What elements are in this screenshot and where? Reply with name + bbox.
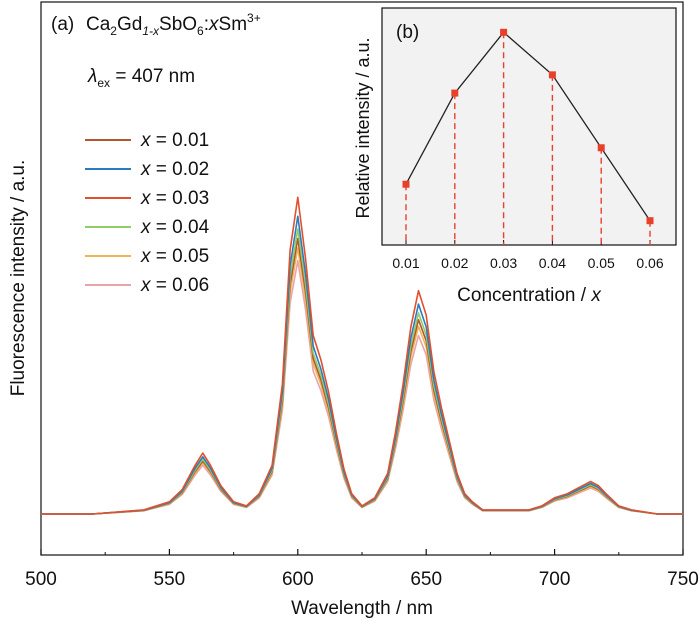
main-y-axis-label: Fluorescence intensity / a.u. (8, 160, 29, 397)
legend-label: x = 0.06 (140, 275, 209, 296)
inset-trend-line (405, 31, 651, 222)
spectrum-line-3 (41, 196, 683, 515)
legend-label: x = 0.03 (140, 188, 209, 209)
inset-plot-frame (381, 7, 677, 246)
inset-data-point (402, 180, 410, 188)
spectrum-line-1 (41, 237, 683, 515)
inset-x-tick-label: 0.05 (588, 255, 615, 271)
excitation-wavelength-label: λex = 407 nm (87, 66, 195, 90)
inset-data-point (500, 28, 508, 36)
inset-y-axis-label: Relative intensity / a.u. (353, 37, 373, 218)
main-plot-curves (41, 196, 683, 515)
panel-a-label: (a) (51, 14, 74, 35)
inset-x-tick-label: 0.02 (441, 255, 468, 271)
x-tick-label: 550 (154, 569, 186, 590)
x-tick-label: 650 (410, 569, 442, 590)
inset-x-tick-label: 0.06 (636, 255, 663, 271)
legend-label: x = 0.04 (140, 217, 210, 238)
legend: x = 0.01 x = 0.02 x = 0.03 x = 0.04 x = 0.05… (85, 130, 210, 296)
inset-plot-content: 0.01 0.02 0.03 0.04 0.05 0.06 (392, 28, 664, 271)
x-tick-label: 600 (282, 569, 314, 590)
legend-label: x = 0.02 (140, 159, 209, 180)
x-tick-label: 500 (25, 569, 57, 590)
inset-x-tick-label: 0.01 (392, 255, 419, 271)
inset-x-axis-label: Concentration / x (457, 285, 602, 306)
inset-data-point (548, 71, 556, 79)
legend-label: x = 0.01 (140, 130, 209, 151)
main-x-axis-label: Wavelength / nm (291, 598, 433, 619)
x-tick-label: 750 (667, 569, 699, 590)
inset-data-point (646, 217, 654, 225)
x-tick-label: 700 (539, 569, 571, 590)
spectrum-line-4 (41, 228, 683, 515)
inset-x-tick-label: 0.03 (490, 255, 517, 271)
inset-data-point (451, 89, 459, 97)
main-x-axis: 500 550 600 650 700 750 (25, 549, 699, 590)
inset-x-tick-label: 0.04 (539, 255, 566, 271)
inset-data-point (597, 144, 605, 152)
panel-b-label: (b) (396, 22, 419, 43)
compound-formula: Ca2Gd1-xSbO6:xSm3+ (86, 11, 261, 38)
legend-label: x = 0.05 (140, 246, 209, 267)
